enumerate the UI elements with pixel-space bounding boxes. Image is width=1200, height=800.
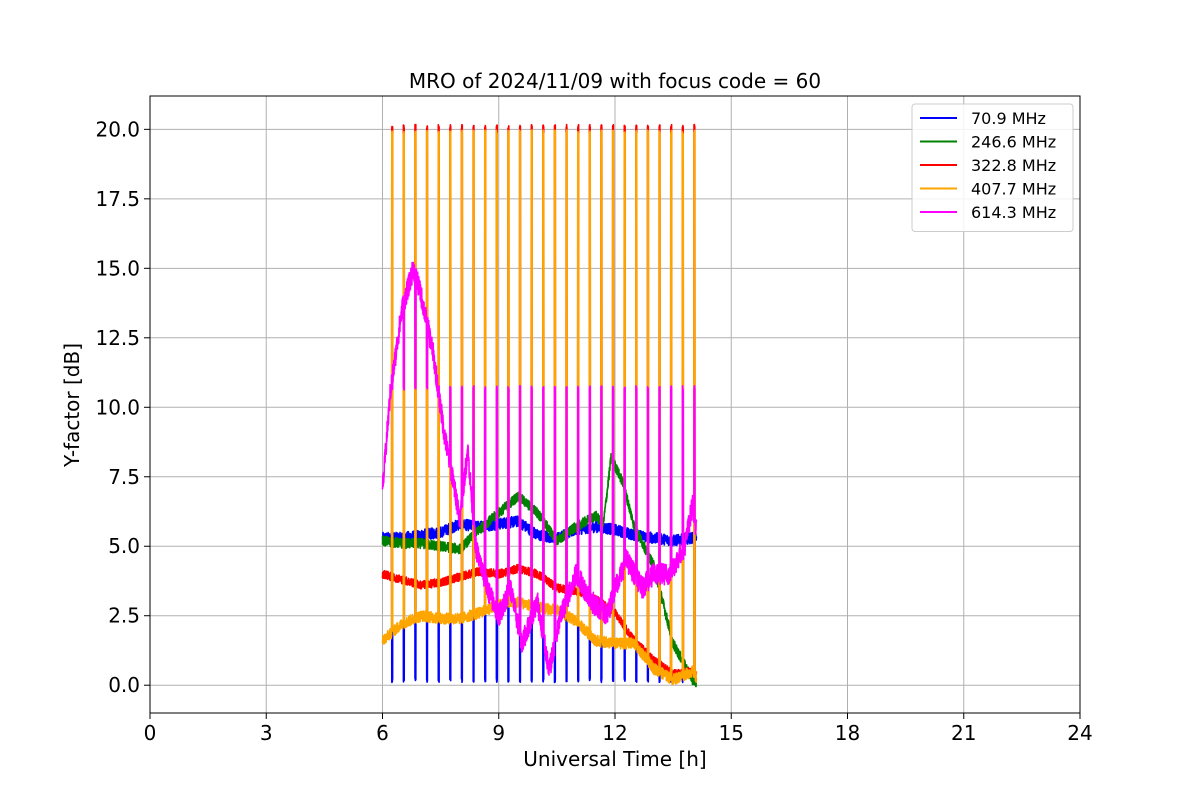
- series-line-0: [381, 515, 698, 684]
- series-line-4: [381, 261, 698, 676]
- plot-series: [381, 123, 698, 688]
- y-tick-label: 12.5: [95, 326, 140, 350]
- legend-entry-label: 614.3 MHz: [971, 203, 1056, 222]
- x-tick-label: 24: [1067, 721, 1092, 745]
- x-tick-label: 15: [719, 721, 744, 745]
- series-line-1: [381, 452, 698, 688]
- y-tick-label: 5.0: [108, 534, 140, 558]
- y-tick-label: 7.5: [108, 465, 140, 489]
- legend-box: [911, 103, 1074, 232]
- x-tick-label: 0: [144, 721, 157, 745]
- x-tick-label: 3: [260, 721, 273, 745]
- x-tick-label: 6: [376, 721, 389, 745]
- x-axis-label: Universal Time [h]: [523, 747, 706, 771]
- y-tick-label: 20.0: [95, 117, 140, 141]
- y-tick-label: 2.5: [108, 604, 140, 628]
- x-tick-label: 18: [835, 721, 860, 745]
- axis-ticks: 0 3 6 9 12 15 18 21 24 0.0 2.5 5.0 7.5 10.0 12.5 15.0 17…: [95, 117, 1092, 745]
- x-tick-label: 9: [492, 721, 505, 745]
- y-axis-label: Y-factor [dB]: [60, 343, 84, 468]
- chart-title: MRO of 2024/11/09 with focus code = 60: [409, 69, 821, 93]
- legend-entry-label: 322.8 MHz: [971, 156, 1056, 175]
- y-tick-label: 15.0: [95, 256, 140, 280]
- legend-entry-label: 70.9 MHz: [971, 109, 1046, 128]
- x-tick-label: 12: [602, 721, 627, 745]
- legend-entry-label: 407.7 MHz: [971, 180, 1056, 199]
- y-tick-label: 0.0: [108, 673, 140, 697]
- x-tick-label: 21: [951, 721, 976, 745]
- y-tick-label: 17.5: [95, 187, 140, 211]
- legend: 70.9 MHz 246.6 MHz 322.8 MHz 407.7 MHz 614.3…: [911, 103, 1074, 232]
- y-tick-label: 10.0: [95, 395, 140, 419]
- legend-entry-label: 246.6 MHz: [971, 133, 1056, 152]
